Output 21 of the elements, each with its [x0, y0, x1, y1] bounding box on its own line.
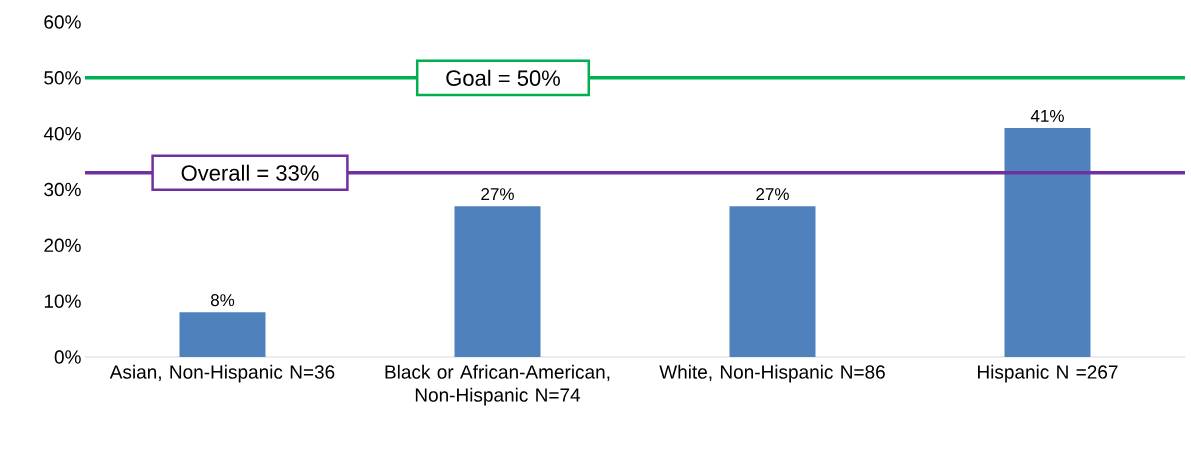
data-label: 41%	[1030, 109, 1064, 122]
bar	[454, 206, 541, 357]
data-label: 27%	[756, 188, 789, 201]
y-tick-label: 10%	[44, 294, 81, 308]
x-tick-label: Black or African-American, Non-Hispanic N=74	[385, 364, 610, 406]
bar	[729, 206, 816, 357]
ref-line-label: Overall = 33%	[181, 164, 319, 181]
y-tick-label: 50%	[44, 71, 81, 85]
data-label: 8%	[210, 294, 235, 307]
y-tick-label: 0%	[54, 350, 81, 364]
y-tick-label: 60%	[44, 15, 81, 29]
data-label: 27%	[481, 188, 514, 201]
y-tick-label: 30%	[44, 182, 81, 197]
bar	[179, 312, 266, 357]
x-tick-label: White, Non-Hispanic N=86	[659, 364, 885, 383]
y-tick-label: 20%	[44, 238, 81, 253]
x-tick-label: Asian, Non-Hispanic N=36	[109, 364, 335, 383]
ref-line-label: Goal = 50%	[446, 69, 560, 86]
x-tick-label: Hispanic N =267	[978, 364, 1118, 383]
y-tick-label: 40%	[43, 126, 81, 141]
bar	[1004, 128, 1091, 357]
